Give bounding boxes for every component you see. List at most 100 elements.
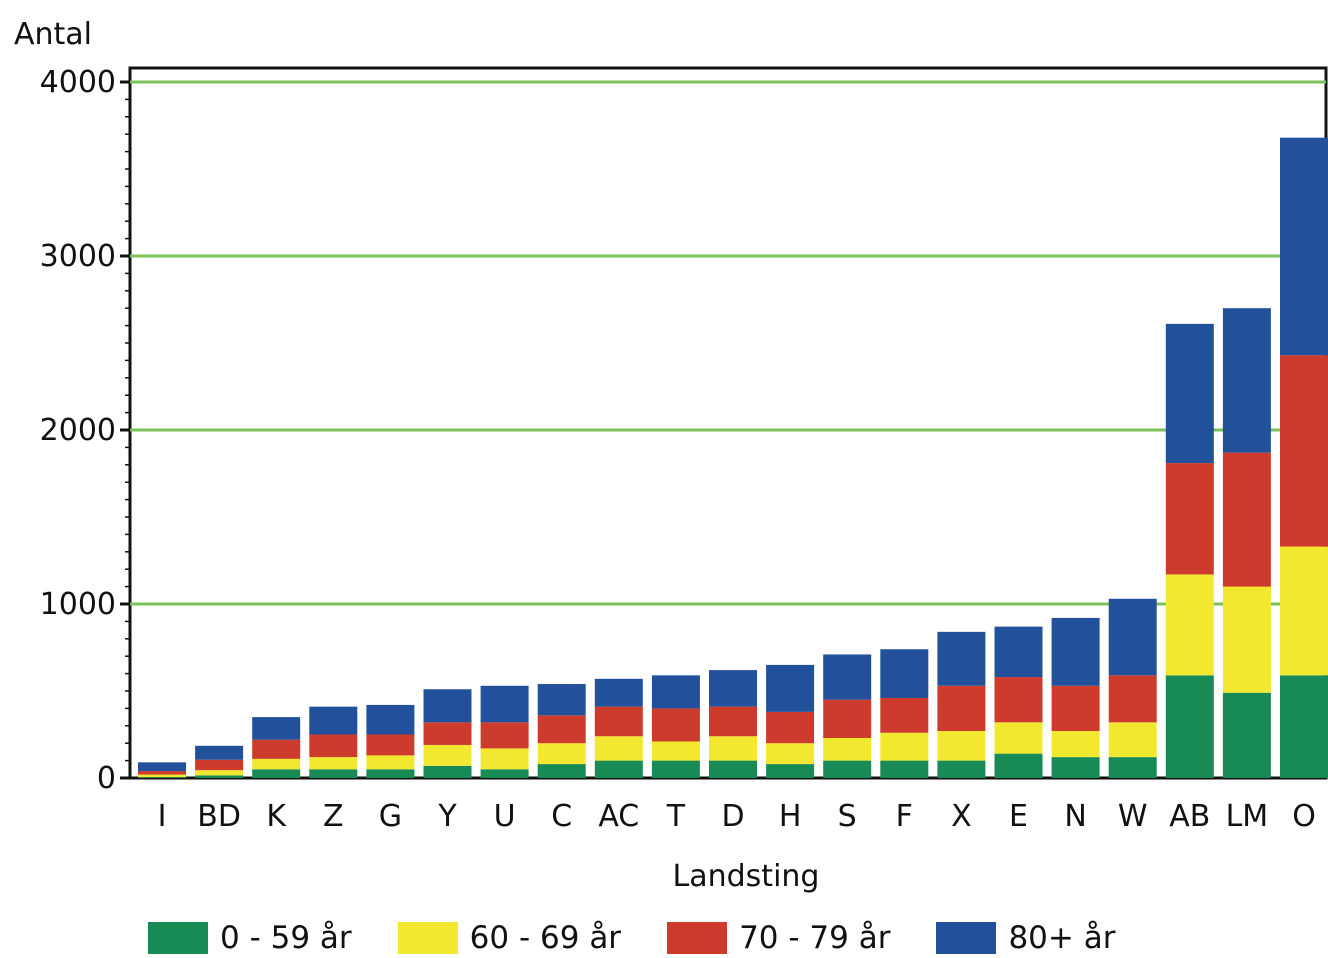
- bar-segment-H-series-3: [766, 711, 815, 744]
- bar-segment-X-series-2: [937, 731, 986, 761]
- bar-segment-X-series-1: [937, 760, 986, 778]
- bar-segment-X-series-3: [937, 685, 986, 732]
- bar-segment-C-series-1: [537, 764, 586, 778]
- bar-segment-E-series-3: [994, 677, 1043, 723]
- bar-segment-Y-series-2: [423, 744, 472, 766]
- bar-segment-S-series-1: [823, 760, 872, 778]
- bar-segment-Z-series-2: [309, 757, 358, 770]
- bar-segment-E-series-4: [994, 626, 1043, 678]
- legend-label: 60 - 69 år: [469, 920, 622, 956]
- x-tick-label: F: [896, 799, 913, 834]
- y-tick-label: 2000: [40, 413, 116, 448]
- legend-swatch: [397, 922, 458, 954]
- x-tick-label: I: [158, 799, 167, 834]
- legend-label: 70 - 79 år: [739, 920, 891, 956]
- bar-segment-LM-series-4: [1222, 308, 1271, 453]
- bar-segment-K-series-3: [252, 739, 301, 759]
- bar-segment-BD-series-2: [195, 770, 244, 776]
- bar-segment-W-series-2: [1108, 722, 1157, 758]
- bar-segment-AC-series-4: [594, 678, 643, 707]
- bar-segment-G-series-4: [366, 704, 415, 735]
- bar-segment-LM-series-3: [1222, 452, 1271, 587]
- bar-segment-S-series-4: [823, 654, 872, 700]
- bar-segment-U-series-4: [480, 685, 529, 723]
- bar-segment-E-series-2: [994, 722, 1043, 754]
- bar-segment-F-series-2: [880, 732, 929, 761]
- bar-segment-N-series-2: [1051, 731, 1100, 758]
- x-tick-label: C: [551, 799, 572, 834]
- legend-label: 0 - 59 år: [220, 920, 352, 956]
- bar-segment-F-series-1: [880, 760, 929, 778]
- x-axis: I BD K Z G Y U C AC T D H S F X E N W AB LM O: [158, 799, 1316, 834]
- y-axis: 0 1000 2000 3000 4000: [40, 65, 130, 796]
- bar-segment-U-series-1: [480, 769, 529, 778]
- bar-segment-U-series-3: [480, 722, 529, 749]
- bar-segment-AC-series-1: [594, 760, 643, 778]
- legend-item: 80+ år: [936, 920, 1115, 956]
- bar-segment-BD-series-1: [195, 775, 244, 778]
- legend-swatch: [667, 922, 728, 954]
- bar-segment-S-series-3: [823, 699, 872, 738]
- bar-segment-F-series-3: [880, 697, 929, 733]
- bar-segment-C-series-3: [537, 715, 586, 744]
- bar-segment-X-series-4: [937, 631, 986, 686]
- bar-segment-T-series-4: [651, 675, 700, 709]
- bar-segment-W-series-3: [1108, 675, 1157, 723]
- bar-segment-AB-series-4: [1165, 323, 1214, 464]
- bar-segment-Y-series-4: [423, 689, 472, 723]
- bar-segment-G-series-2: [366, 755, 415, 770]
- x-tick-label: X: [951, 799, 972, 834]
- bar-segment-D-series-4: [709, 670, 757, 707]
- x-tick-label: AB: [1169, 799, 1210, 834]
- bar-segment-K-series-4: [252, 717, 301, 740]
- bar-segment-C-series-2: [537, 743, 586, 765]
- legend-item: 70 - 79 år: [667, 920, 890, 956]
- bar-segment-Z-series-4: [309, 706, 358, 735]
- bar-segment-U-series-2: [480, 748, 529, 770]
- bar-segment-S-series-2: [823, 737, 872, 761]
- x-tick-label: O: [1292, 799, 1316, 834]
- x-tick-label: G: [379, 799, 402, 834]
- x-tick-label: U: [494, 799, 516, 834]
- bar-segment-Z-series-1: [309, 769, 358, 778]
- bar-segment-O-series-2: [1280, 546, 1328, 676]
- x-tick-label: H: [779, 799, 802, 834]
- bar-segment-K-series-1: [252, 769, 301, 778]
- x-tick-label: K: [266, 799, 287, 834]
- bar-segment-Y-series-3: [423, 722, 472, 745]
- x-tick-label: W: [1118, 799, 1148, 834]
- legend-swatch: [936, 922, 997, 954]
- x-tick-label: T: [666, 799, 686, 834]
- x-tick-label: D: [721, 799, 744, 834]
- x-tick-label: E: [1009, 799, 1028, 834]
- bar-segment-AB-series-1: [1165, 675, 1214, 778]
- bar-segment-O-series-1: [1280, 675, 1328, 778]
- bar-segment-F-series-4: [880, 649, 929, 698]
- bar-segment-BD-series-4: [195, 745, 244, 760]
- bar-segment-D-series-3: [709, 706, 757, 737]
- bar-segment-LM-series-1: [1222, 692, 1271, 778]
- bar-segment-O-series-4: [1280, 137, 1328, 356]
- legend: 0 - 59 år 60 - 69 år 70 - 79 år 80+ år: [148, 918, 1161, 958]
- bar-segment-C-series-4: [537, 684, 586, 716]
- bar-segment-T-series-3: [651, 708, 700, 742]
- bar-segment-W-series-4: [1108, 598, 1157, 676]
- bar-segment-D-series-1: [709, 760, 757, 778]
- y-tick-label: 0: [97, 761, 116, 796]
- bar-segment-E-series-1: [994, 753, 1043, 778]
- bar-segment-T-series-1: [651, 760, 700, 778]
- bar-segment-D-series-2: [709, 736, 757, 761]
- x-tick-label: Y: [437, 799, 457, 834]
- stacked-bar-chart: 0 1000 2000 3000 4000 I BD K Z G Y U C AC T D H S F X E N W AB…: [14, 17, 1328, 894]
- x-tick-label: Z: [323, 799, 344, 834]
- bar-segment-N-series-3: [1051, 685, 1100, 732]
- bar-segment-Z-series-3: [309, 734, 358, 758]
- x-tick-label: LM: [1226, 799, 1269, 834]
- y-tick-label: 4000: [40, 65, 116, 100]
- bar-segment-AC-series-2: [594, 736, 643, 761]
- legend-swatch: [148, 922, 208, 954]
- bar-segment-I-series-1: [138, 777, 186, 778]
- bar-segment-AB-series-3: [1165, 463, 1214, 575]
- x-axis-title: Landsting: [673, 859, 820, 894]
- bar-segment-Y-series-1: [423, 765, 472, 778]
